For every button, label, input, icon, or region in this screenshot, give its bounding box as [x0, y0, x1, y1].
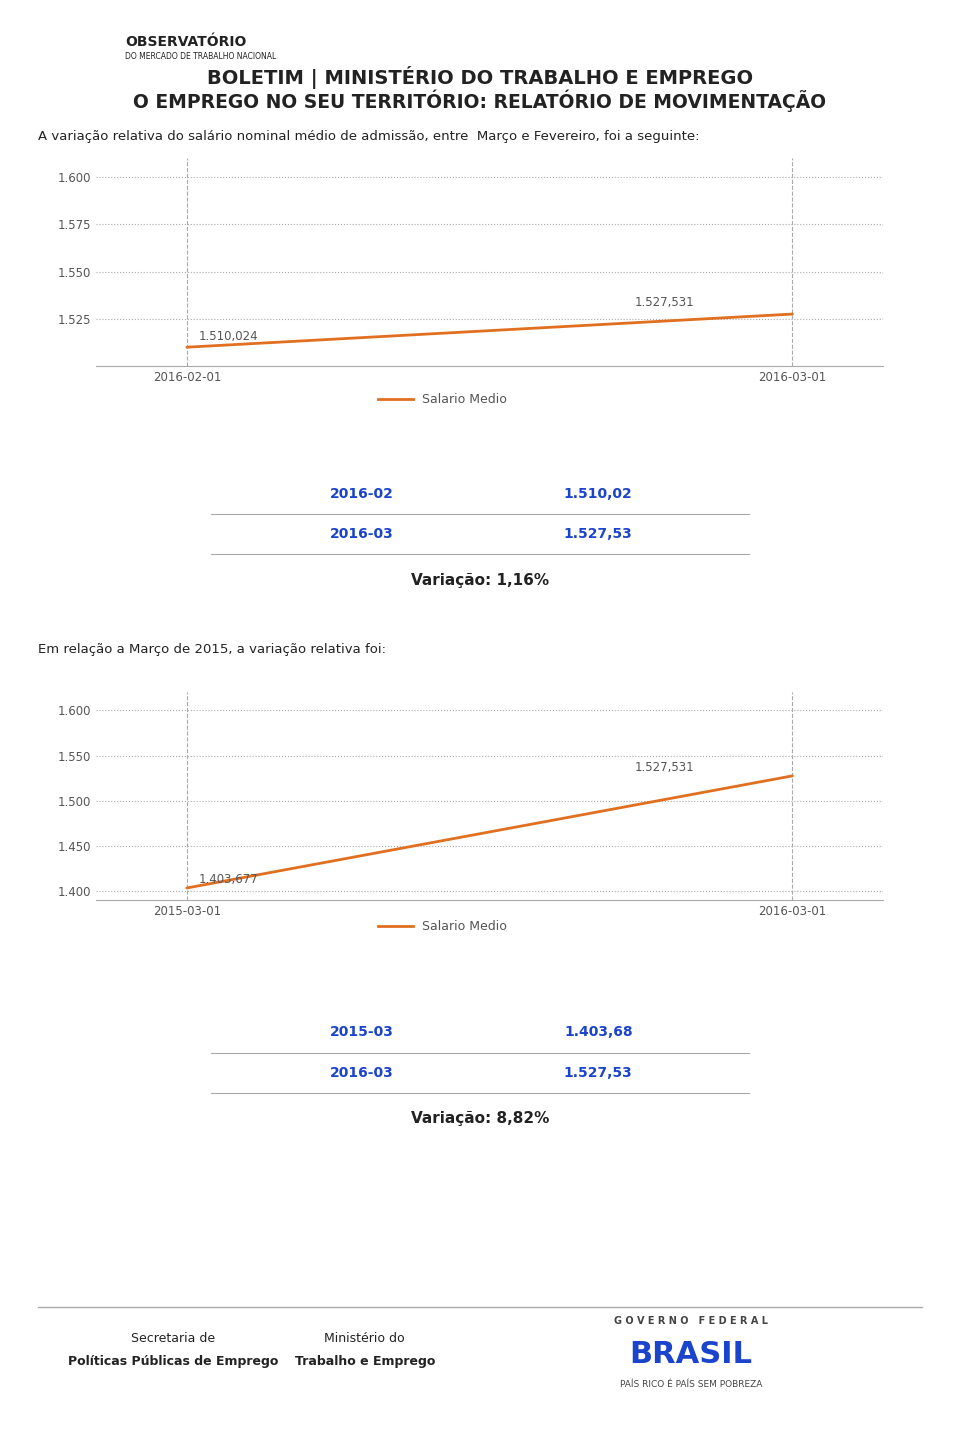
Text: BOLETIM | MINISTÉRIO DO TRABALHO E EMPREGO: BOLETIM | MINISTÉRIO DO TRABALHO E EMPRE…: [207, 66, 753, 89]
Text: 1.403,68: 1.403,68: [564, 1025, 633, 1040]
Text: 1.403,677: 1.403,677: [199, 873, 258, 886]
Text: 2016-03: 2016-03: [330, 527, 394, 541]
Text: OBSERVATÓRIO: OBSERVATÓRIO: [125, 34, 246, 49]
Text: 1.527,53: 1.527,53: [564, 527, 633, 541]
Text: Variação: 1,16%: Variação: 1,16%: [411, 573, 549, 587]
Text: Salario Medio: Salario Medio: [422, 392, 507, 406]
Text: 1.527,531: 1.527,531: [635, 296, 694, 310]
Text: BRASIL: BRASIL: [630, 1340, 753, 1369]
Text: O EMPREGO NO SEU TERRITÓRIO: RELATÓRIO DE MOVIMENTAÇÃO: O EMPREGO NO SEU TERRITÓRIO: RELATÓRIO D…: [133, 89, 827, 112]
Text: 2016-02: 2016-02: [330, 487, 394, 501]
Text: G O V E R N O   F E D E R A L: G O V E R N O F E D E R A L: [614, 1317, 768, 1325]
Text: Salario Medio: Salario Medio: [422, 919, 507, 933]
Text: Trabalho e Emprego: Trabalho e Emprego: [295, 1354, 435, 1369]
Text: Salário Nominal Médio: Salário Nominal Médio: [510, 445, 686, 460]
Text: 1.510,024: 1.510,024: [199, 330, 258, 343]
Text: 2016-03: 2016-03: [330, 1066, 394, 1080]
Text: Ano: Ano: [347, 984, 377, 998]
Text: 1.510,02: 1.510,02: [564, 487, 633, 501]
Text: Políticas Públicas de Emprego: Políticas Públicas de Emprego: [67, 1354, 278, 1369]
Text: Secretaria de: Secretaria de: [131, 1331, 215, 1346]
Text: 1.527,531: 1.527,531: [635, 761, 694, 774]
Text: Variação: 8,82%: Variação: 8,82%: [411, 1111, 549, 1126]
Text: A variação relativa do salário nominal médio de admissão, entre  Março e Feverei: A variação relativa do salário nominal m…: [38, 129, 700, 144]
Text: PAÍS RICO É PAÍS SEM POBREZA: PAÍS RICO É PAÍS SEM POBREZA: [620, 1380, 762, 1389]
Text: DO MERCADO DE TRABALHO NACIONAL: DO MERCADO DE TRABALHO NACIONAL: [125, 52, 276, 60]
Text: Ministério do: Ministério do: [324, 1331, 405, 1346]
Text: 1.527,53: 1.527,53: [564, 1066, 633, 1080]
Text: Salário Nominal Médio: Salário Nominal Médio: [510, 984, 686, 998]
Text: Em relação a Março de 2015, a variação relativa foi:: Em relação a Março de 2015, a variação r…: [38, 642, 386, 656]
Text: Ano: Ano: [347, 445, 377, 460]
Text: 2015-03: 2015-03: [330, 1025, 394, 1040]
